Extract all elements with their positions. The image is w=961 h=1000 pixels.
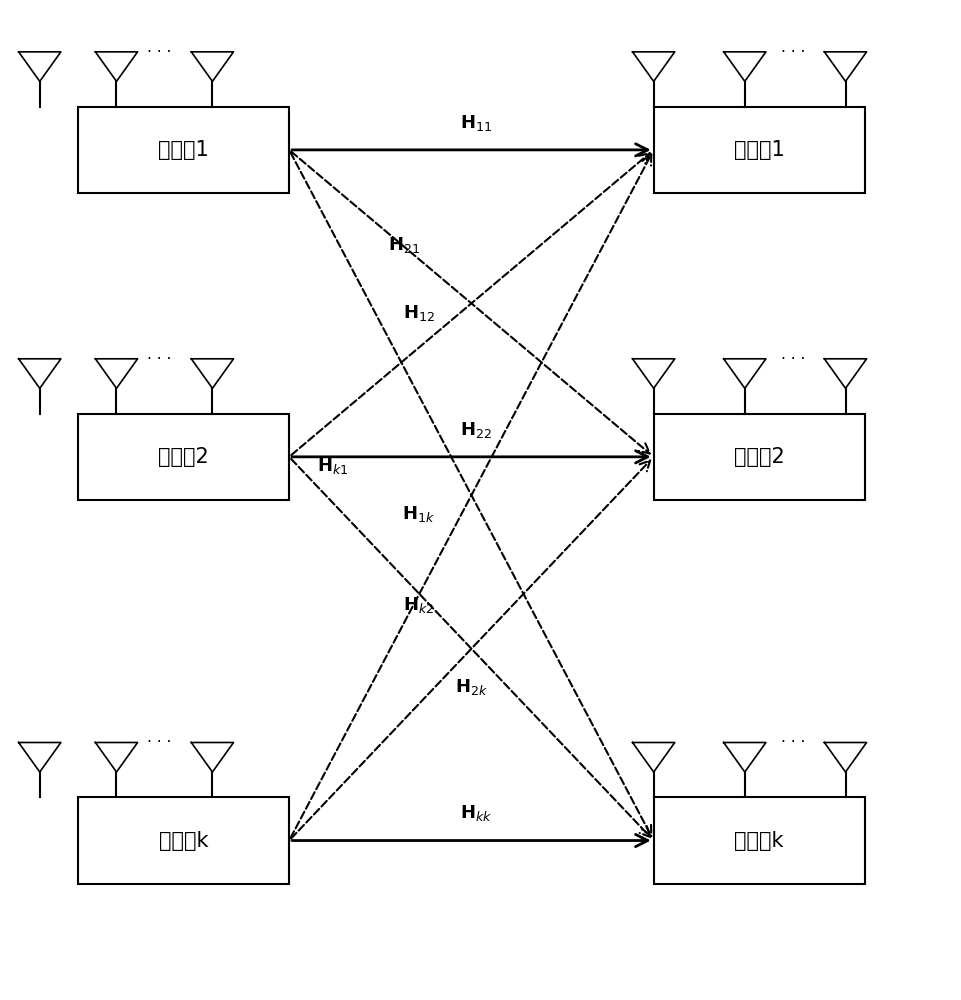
Text: $\mathbf{H}_{12}$: $\mathbf{H}_{12}$ [403, 303, 434, 323]
Text: $\mathbf{H}_{k2}$: $\mathbf{H}_{k2}$ [403, 595, 433, 615]
FancyBboxPatch shape [653, 107, 864, 193]
Text: · · ·: · · · [779, 352, 804, 367]
Text: · · ·: · · · [147, 45, 172, 60]
FancyBboxPatch shape [78, 107, 289, 193]
Text: · · ·: · · · [147, 352, 172, 367]
Text: 接收朼2: 接收朼2 [733, 447, 784, 467]
Text: $\mathbf{H}_{1k}$: $\mathbf{H}_{1k}$ [402, 504, 434, 524]
Text: · · ·: · · · [779, 735, 804, 750]
Text: $\mathbf{H}_{21}$: $\mathbf{H}_{21}$ [388, 235, 420, 255]
Text: 发射朼1: 发射朼1 [159, 140, 209, 160]
Text: $\mathbf{H}_{2k}$: $\mathbf{H}_{2k}$ [455, 677, 487, 697]
FancyBboxPatch shape [653, 414, 864, 500]
Text: · · ·: · · · [147, 735, 172, 750]
Text: 接收朼1: 接收朼1 [733, 140, 784, 160]
Text: · · ·: · · · [779, 45, 804, 60]
FancyBboxPatch shape [78, 414, 289, 500]
FancyBboxPatch shape [78, 797, 289, 884]
FancyBboxPatch shape [653, 797, 864, 884]
Text: $\mathbf{H}_{{11}}$: $\mathbf{H}_{{11}}$ [459, 113, 492, 133]
Text: 发射朼k: 发射朼k [159, 831, 209, 851]
Text: 发射朼2: 发射朼2 [159, 447, 209, 467]
Text: $\mathbf{H}_{{22}}$: $\mathbf{H}_{{22}}$ [459, 420, 492, 440]
Text: 发射朼k: 发射朼k [733, 831, 783, 851]
Text: $\mathbf{H}_{{kk}}$: $\mathbf{H}_{{kk}}$ [459, 803, 492, 823]
Text: $\mathbf{H}_{k1}$: $\mathbf{H}_{k1}$ [316, 456, 348, 476]
